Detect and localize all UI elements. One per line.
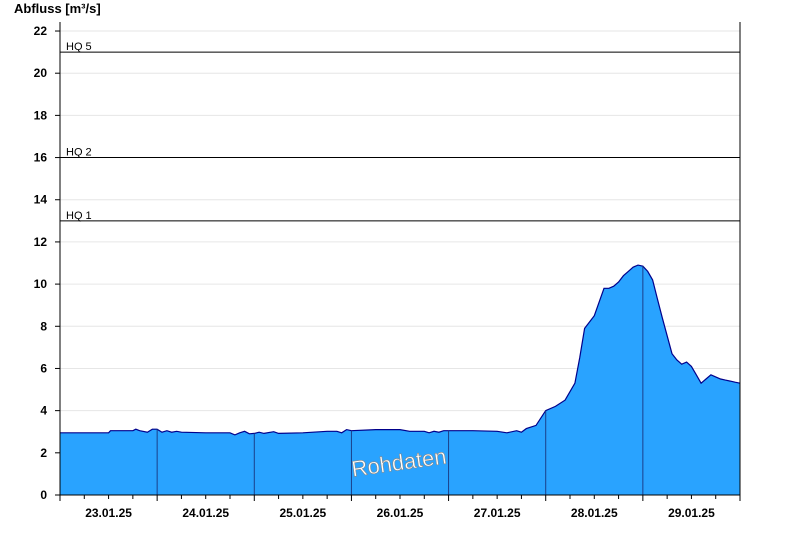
x-tick-label: 25.01.25 bbox=[279, 506, 326, 520]
x-tick-label: 23.01.25 bbox=[85, 506, 132, 520]
discharge-line bbox=[60, 264, 741, 436]
y-tick-label: 4 bbox=[40, 404, 47, 418]
x-tick-label: 24.01.25 bbox=[182, 506, 229, 520]
y-tick-label: 12 bbox=[34, 235, 48, 249]
flood-thresholds: HQ 5 HQ 2 HQ 1 bbox=[60, 41, 740, 222]
y-axis-label: Abfluss [m³/s] bbox=[14, 1, 101, 16]
discharge-series bbox=[60, 264, 741, 495]
gridlines bbox=[60, 30, 740, 454]
discharge-area bbox=[60, 265, 740, 495]
y-tick-label: 2 bbox=[40, 446, 47, 460]
y-tick-label: 8 bbox=[40, 319, 47, 333]
threshold-label: HQ 5 bbox=[66, 41, 92, 53]
x-tick-label: 29.01.25 bbox=[668, 506, 715, 520]
y-tick-label: 6 bbox=[40, 361, 47, 375]
x-tick-label: 26.01.25 bbox=[377, 506, 424, 520]
y-ticks: 0 2 4 6 8 10 12 14 16 18 20 22 bbox=[34, 24, 60, 502]
y-tick-label: 22 bbox=[34, 24, 48, 38]
y-tick-label: 16 bbox=[34, 151, 48, 165]
y-tick-label: 0 bbox=[40, 488, 47, 502]
y-tick-label: 20 bbox=[34, 66, 48, 80]
day-boundaries bbox=[156, 266, 644, 495]
y-tick-label: 10 bbox=[34, 277, 48, 291]
y-tick-label: 14 bbox=[34, 193, 48, 207]
threshold-label: HQ 1 bbox=[66, 210, 92, 222]
threshold-label: HQ 2 bbox=[66, 147, 92, 159]
x-ticks: 23.01.25 24.01.25 25.01.25 26.01.25 27.01.25… bbox=[59, 495, 741, 520]
x-tick-label: 28.01.25 bbox=[571, 506, 618, 520]
x-tick-label: 27.01.25 bbox=[474, 506, 521, 520]
y-tick-label: 18 bbox=[34, 108, 48, 122]
